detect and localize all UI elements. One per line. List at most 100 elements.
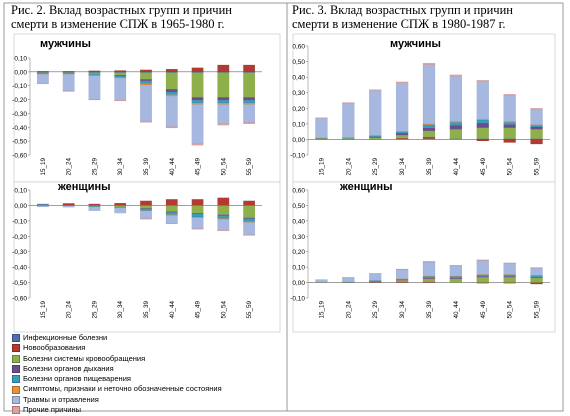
- y-tick-label: 0,20: [292, 106, 305, 113]
- y-tick-label: -0,40: [12, 125, 27, 132]
- legend-item: Болезни органов пищеварения: [12, 374, 552, 384]
- bar-segment: [449, 129, 463, 139]
- bar-segment: [503, 139, 516, 143]
- bar-segment: [62, 90, 75, 92]
- bar-segment: [530, 282, 543, 285]
- x-tick-label: 30_34: [399, 301, 406, 319]
- legend-swatch: [12, 334, 20, 343]
- bar-segment: [315, 117, 328, 119]
- bar-segment: [530, 277, 543, 283]
- bar-segment: [88, 206, 101, 208]
- bar-segment: [449, 76, 463, 122]
- bar-segment: [165, 91, 178, 95]
- legend-label: Травмы и отравления: [23, 394, 99, 404]
- x-tick-label: 55_59: [534, 158, 541, 176]
- y-tick-label: -0,40: [12, 265, 27, 272]
- bar-segment: [315, 118, 328, 138]
- bar-segment: [217, 64, 230, 73]
- x-tick-label: 45_49: [480, 158, 487, 176]
- bar-segment: [476, 277, 489, 283]
- x-tick-label: 35_39: [143, 158, 150, 176]
- y-tick-label: -0,10: [12, 83, 27, 90]
- bar-segment: [315, 279, 328, 283]
- bar-segment: [140, 208, 152, 210]
- bar-segment: [191, 100, 204, 104]
- bar-segment: [476, 260, 489, 275]
- bar-segment: [165, 205, 178, 212]
- bar-segment: [422, 261, 436, 277]
- bar-segment: [503, 94, 516, 96]
- y-tick-label: 0,30: [292, 234, 305, 241]
- bar-segment: [88, 206, 101, 211]
- bar-segment: [165, 199, 178, 206]
- x-tick-label: 35_39: [143, 301, 150, 319]
- bar-segment: [530, 108, 543, 110]
- bar-segment: [342, 277, 355, 282]
- x-tick-label: 20_24: [345, 301, 352, 319]
- legend-item: Инфекционные болезни: [12, 333, 552, 343]
- y-tick-label: -0,10: [290, 153, 305, 160]
- bar-segment: [140, 209, 152, 211]
- bar-segment: [243, 217, 256, 219]
- legend-label: Симптомы, признаки и неточно обозначенны…: [23, 384, 222, 394]
- y-tick-label: 0,40: [292, 75, 305, 82]
- bar-segment: [243, 200, 256, 206]
- bar-segment: [165, 126, 178, 129]
- y-tick-label: 0,40: [292, 218, 305, 225]
- legend-item: Болезни системы кровообращения: [12, 354, 552, 364]
- bar-segment: [114, 205, 127, 208]
- bar-segment: [530, 267, 543, 269]
- bar-segment: [36, 203, 49, 205]
- y-tick-label: -0,10: [12, 218, 27, 225]
- bar-segment: [243, 104, 256, 123]
- bar-segment: [503, 277, 516, 283]
- legend-label: Прочие причины: [23, 405, 81, 415]
- bar-segment: [140, 205, 152, 209]
- legend-swatch: [12, 385, 20, 394]
- x-tick-label: 25_29: [372, 158, 379, 176]
- legend-item: Новообразования: [12, 343, 552, 353]
- y-tick-label: 0,50: [292, 203, 305, 210]
- bar-segment: [530, 126, 543, 130]
- x-tick-label: 40_44: [453, 301, 460, 319]
- bar-segment: [62, 74, 75, 91]
- legend-label: Болезни органов пищеварения: [23, 374, 131, 384]
- bar-segment: [503, 127, 516, 139]
- x-tick-label: 15_19: [318, 301, 325, 319]
- bar-segment: [422, 64, 436, 125]
- y-tick-label: 0,20: [292, 249, 305, 256]
- bar-segment: [88, 99, 101, 101]
- bar-segment: [88, 203, 101, 206]
- bar-segment: [114, 100, 127, 102]
- y-tick-label: -0,30: [12, 111, 27, 118]
- x-tick-label: 50_54: [507, 301, 514, 319]
- bar-segment: [476, 119, 489, 124]
- bar-segment: [476, 122, 489, 128]
- x-tick-label: 25_29: [91, 158, 98, 176]
- bar-segment: [530, 125, 543, 128]
- bar-segment: [191, 213, 204, 218]
- x-tick-label: 50_54: [220, 301, 227, 319]
- bar-segment: [165, 72, 178, 90]
- legend-swatch: [12, 344, 20, 353]
- x-tick-label: 35_39: [426, 301, 433, 319]
- bar-segment: [449, 74, 463, 77]
- bar-segment: [62, 203, 75, 206]
- bar-segment: [449, 277, 463, 279]
- bar-segment: [243, 102, 256, 105]
- bar-segment: [114, 202, 127, 206]
- legend-label: Болезни органов дыхания: [23, 363, 114, 373]
- bar-segment: [395, 134, 409, 139]
- y-tick-label: 0,10: [292, 121, 305, 128]
- bar-segment: [422, 278, 436, 282]
- y-tick-label: 0,00: [292, 280, 305, 287]
- bar-segment: [422, 124, 436, 128]
- bar-segment: [191, 143, 204, 146]
- legend: Инфекционные болезни Новообразования Болез…: [12, 333, 552, 415]
- x-tick-label: 45_49: [195, 301, 202, 319]
- bar-segment: [503, 94, 516, 122]
- bar-segment: [243, 64, 256, 73]
- bar-segment: [114, 75, 127, 78]
- bar-segment: [36, 74, 49, 84]
